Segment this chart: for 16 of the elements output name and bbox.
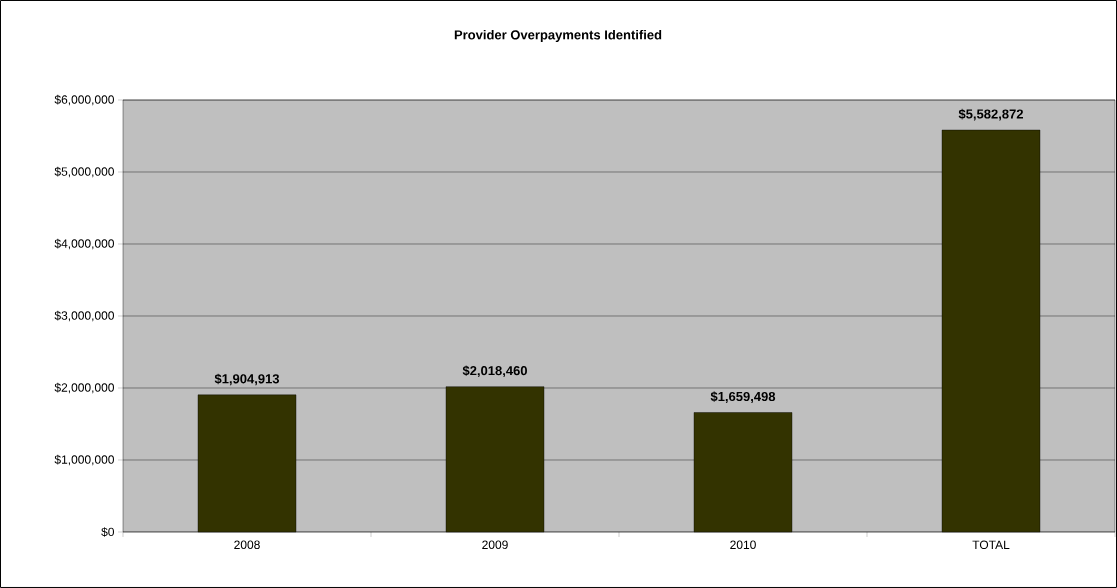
data-label: $5,582,872 <box>958 108 1023 121</box>
x-tick-label: 2010 <box>730 540 756 550</box>
data-label: $2,018,460 <box>462 365 527 378</box>
y-tick-label: $6,000,000 <box>54 94 114 106</box>
y-tick-label: $1,000,000 <box>54 454 114 466</box>
chart-title: Provider Overpayments Identified <box>454 29 662 43</box>
y-tick-label: $2,000,000 <box>54 382 114 394</box>
data-label: $1,904,913 <box>214 373 280 386</box>
y-tick-label: $5,000,000 <box>54 166 114 178</box>
x-tick-label: TOTAL <box>972 540 1010 550</box>
y-tick-label: $4,000,000 <box>54 238 114 250</box>
y-tick-label: $0 <box>101 527 115 537</box>
x-tick-label: 2009 <box>482 540 508 550</box>
data-label: $1,659,498 <box>710 391 776 403</box>
y-tick-label: $3,000,000 <box>54 310 114 322</box>
x-tick-label: 2008 <box>234 540 260 550</box>
